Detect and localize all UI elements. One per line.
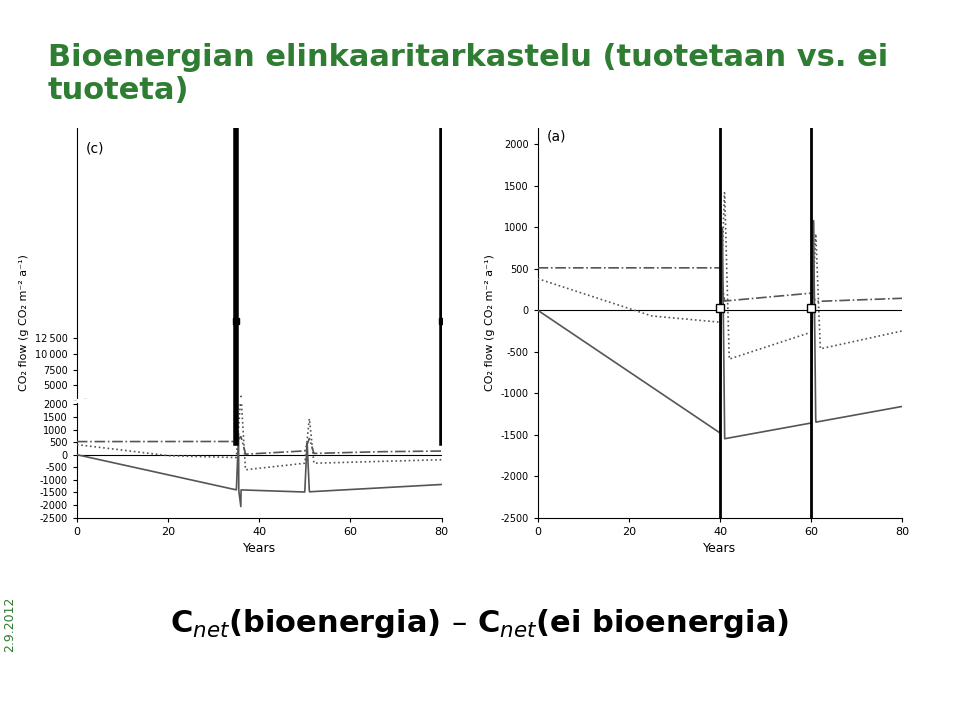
Y-axis label: CO₂ flow (g CO₂ m⁻² a⁻¹): CO₂ flow (g CO₂ m⁻² a⁻¹) <box>485 254 494 391</box>
Text: Bioenergian elinkaaritarkastelu (tuotetaan vs. ei
tuoteta): Bioenergian elinkaaritarkastelu (tuoteta… <box>48 43 888 105</box>
Text: (c): (c) <box>86 142 105 156</box>
Text: (a): (a) <box>547 129 566 143</box>
Y-axis label: CO₂ flow (g CO₂ m⁻² a⁻¹): CO₂ flow (g CO₂ m⁻² a⁻¹) <box>19 254 30 391</box>
Text: 2.9.2012: 2.9.2012 <box>3 596 16 652</box>
Text: C$_{net}$(bioenergia) – C$_{net}$(ei bioenergia): C$_{net}$(bioenergia) – C$_{net}$(ei bio… <box>171 608 789 640</box>
X-axis label: Years: Years <box>704 542 736 555</box>
X-axis label: Years: Years <box>243 542 276 555</box>
